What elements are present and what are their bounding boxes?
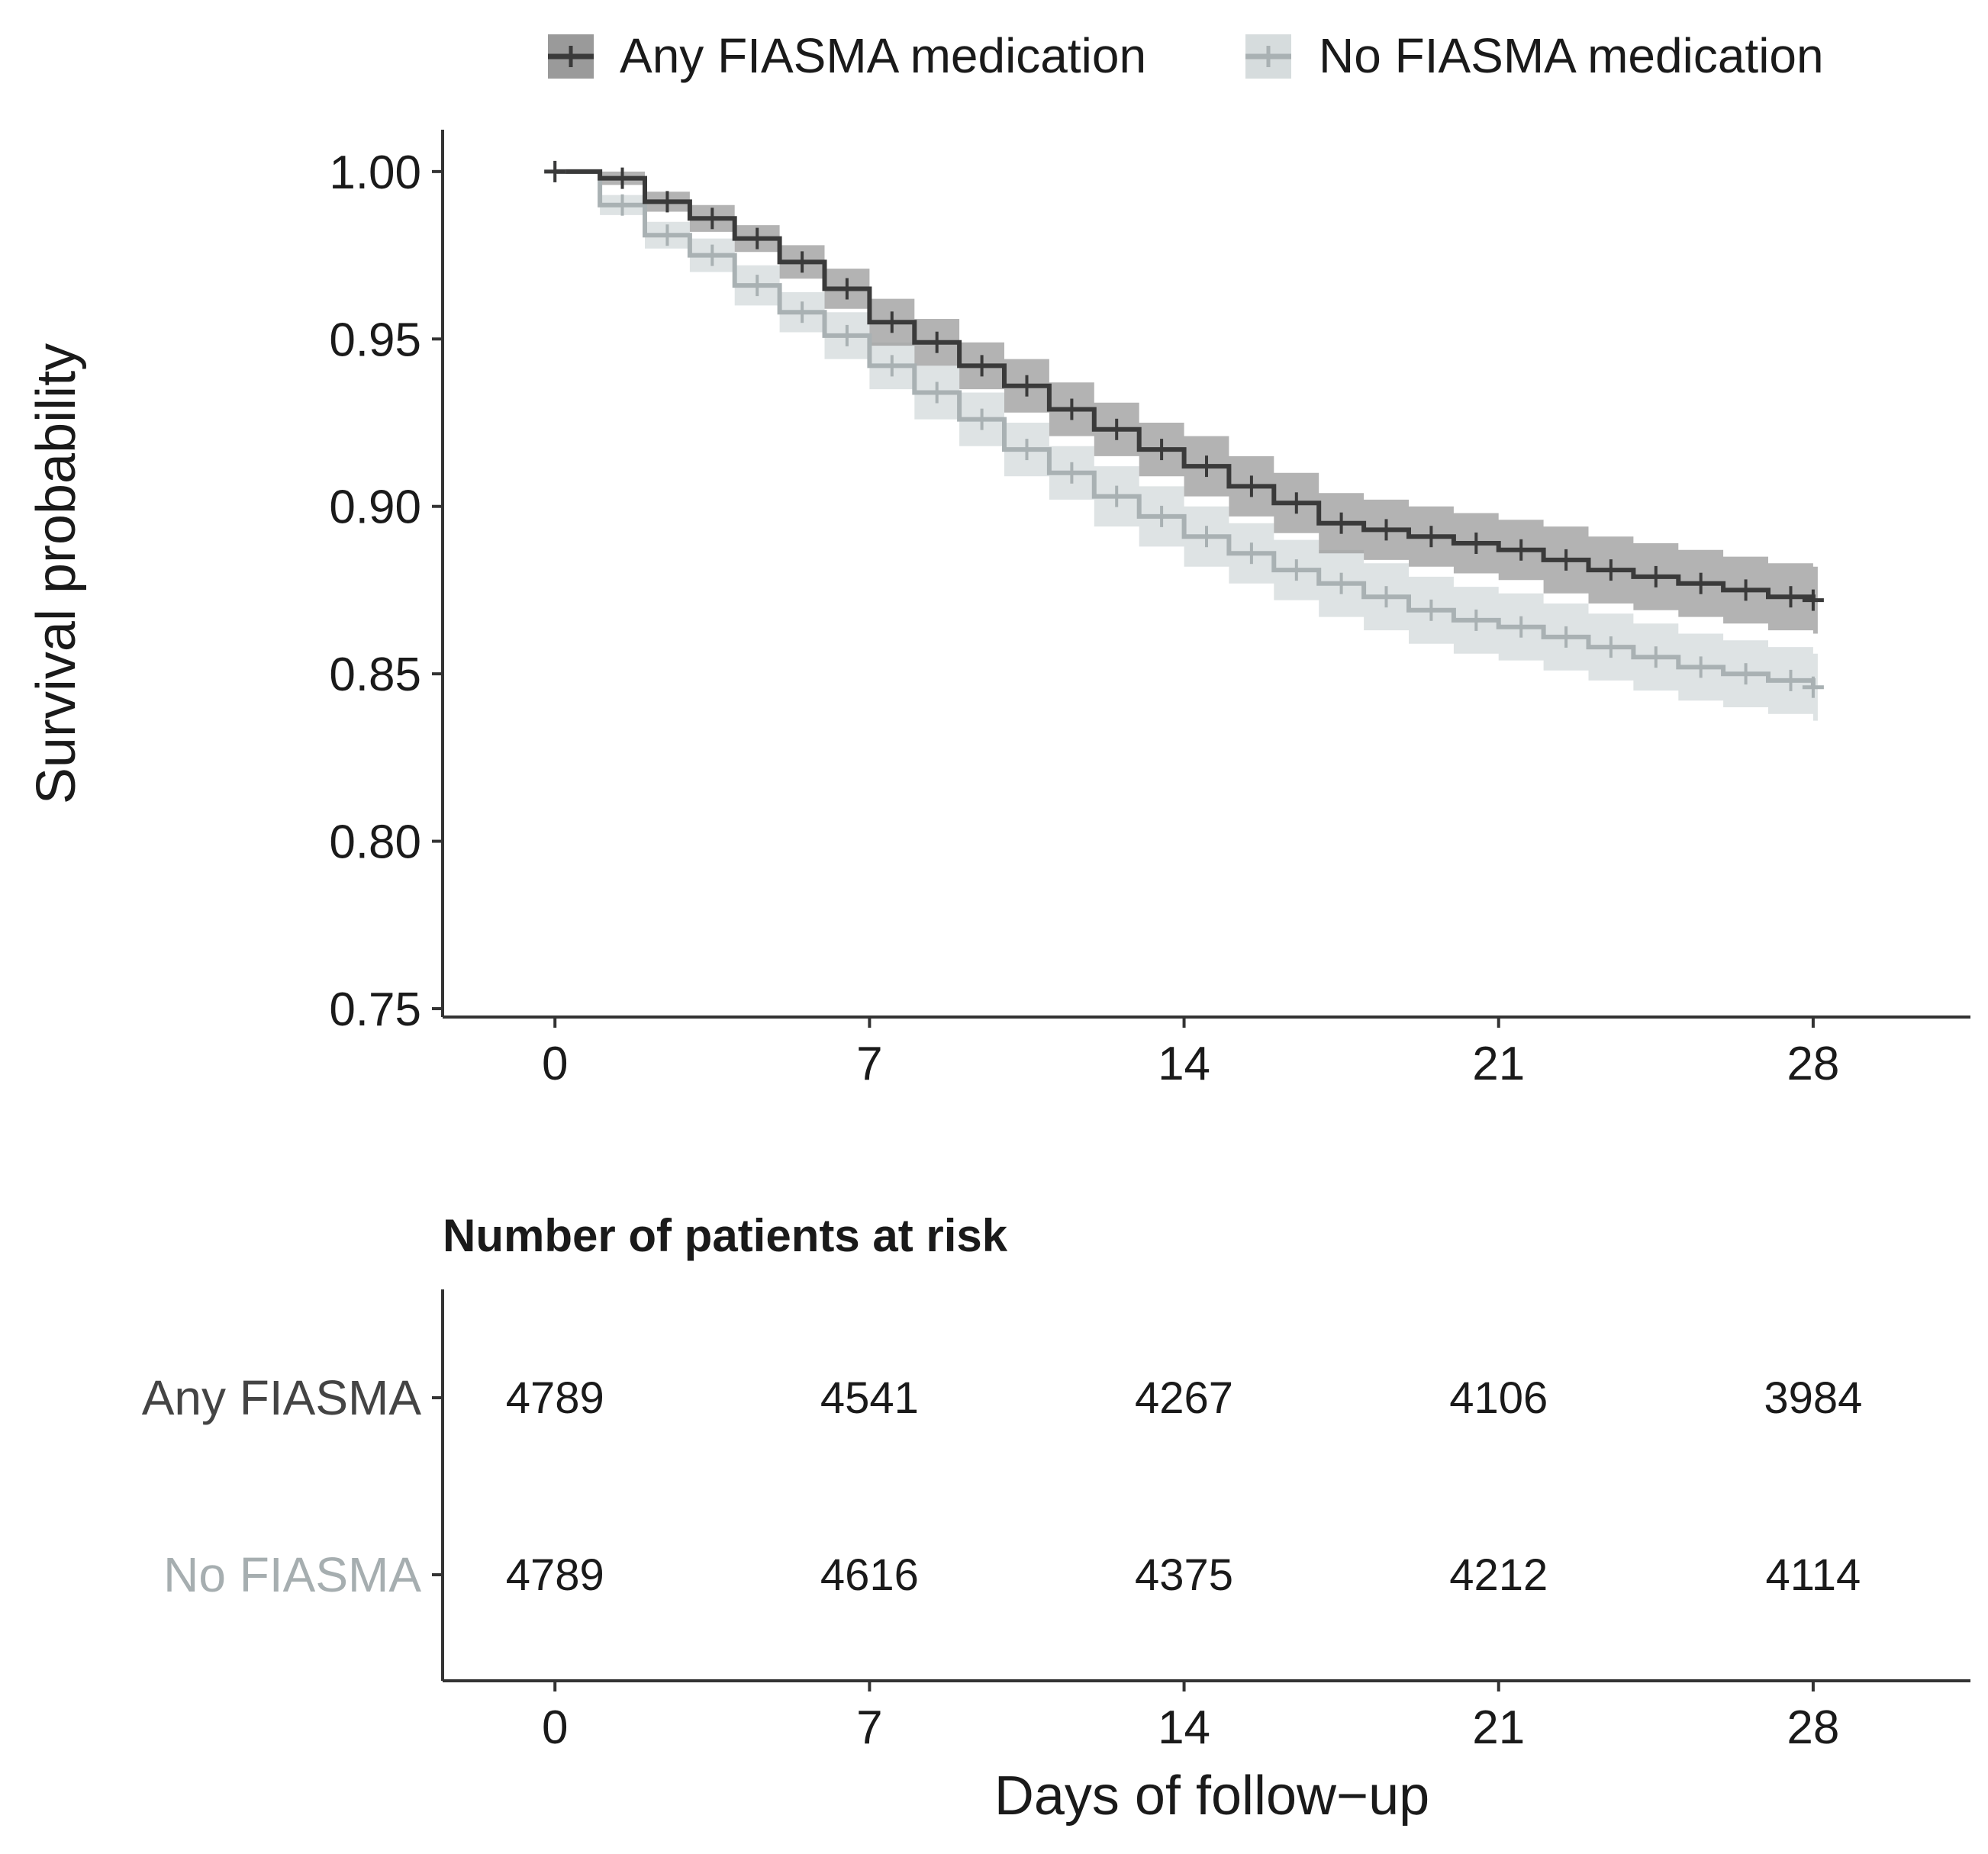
- risk-x-tick-label: 21: [1472, 1701, 1525, 1754]
- risk-count: 4106: [1449, 1373, 1548, 1423]
- legend-key-no: [1245, 34, 1291, 79]
- x-tick-label: 0: [542, 1038, 568, 1090]
- risk-row-label: Any FIASMA: [142, 1370, 422, 1425]
- x-tick-label: 21: [1472, 1038, 1525, 1090]
- risk-count: 4114: [1766, 1550, 1861, 1600]
- survival-curves: [555, 169, 1816, 687]
- x-tick-label: 14: [1158, 1038, 1210, 1090]
- risk-count: 4375: [1135, 1550, 1233, 1600]
- y-tick-label: 0.80: [329, 816, 421, 869]
- legend-label-no: No FIASMA medication: [1319, 28, 1824, 83]
- y-tick-label: 0.95: [329, 314, 421, 366]
- x-tick-label: 28: [1787, 1038, 1839, 1090]
- risk-table-title: Number of patients at risk: [443, 1210, 1008, 1261]
- risk-row-label: No FIASMA: [163, 1547, 421, 1602]
- y-axis-label: Survival probability: [26, 343, 87, 804]
- confidence-bands: [555, 171, 1818, 721]
- risk-x-tick-label: 7: [856, 1701, 882, 1754]
- risk-x-tick-label: 28: [1787, 1701, 1839, 1754]
- risk-x-tick-label: 14: [1158, 1701, 1210, 1754]
- survival-plot: 0.75 0.80 0.85 0.90 0.95 1.00 0 7 14 21 28 Surviva…: [26, 130, 1970, 1090]
- survival-curve-any: [555, 169, 1816, 600]
- risk-count: 4541: [820, 1373, 919, 1423]
- risk-count: 4616: [820, 1550, 919, 1600]
- y-tick-label: 1.00: [329, 146, 421, 199]
- y-tick-label: 0.85: [329, 649, 421, 701]
- plot-axes: 0.75 0.80 0.85 0.90 0.95 1.00 0 7 14 21 28: [329, 130, 1970, 1090]
- confidence-band-any: [555, 171, 1818, 634]
- risk-table-rows: 4789 4541 4267 4106 3984 4789 4616 4375 4212 4114: [506, 1373, 1863, 1600]
- risk-table: Number of patients at risk 0 7 14 21 28 Any F…: [142, 1210, 1970, 1827]
- risk-count: 4789: [506, 1373, 604, 1423]
- censor-marks: [544, 160, 1824, 698]
- legend-label-any: Any FIASMA medication: [620, 28, 1146, 83]
- x-axis-label: Days of follow−up: [994, 1765, 1429, 1827]
- legend: Any FIASMA medication No FIASMA medicati…: [548, 28, 1824, 83]
- x-tick-label: 7: [856, 1038, 882, 1090]
- y-tick-label: 0.75: [329, 983, 421, 1036]
- survival-curve-no: [555, 169, 1816, 687]
- risk-count: 3984: [1764, 1373, 1862, 1423]
- risk-x-tick-label: 0: [542, 1701, 568, 1754]
- risk-count: 4789: [506, 1550, 604, 1600]
- risk-table-axes: 0 7 14 21 28 Any FIASMA No FIASMA: [142, 1289, 1970, 1754]
- risk-count: 4212: [1449, 1550, 1548, 1600]
- legend-key-any: [548, 34, 594, 79]
- risk-count: 4267: [1135, 1373, 1233, 1423]
- y-tick-label: 0.90: [329, 481, 421, 534]
